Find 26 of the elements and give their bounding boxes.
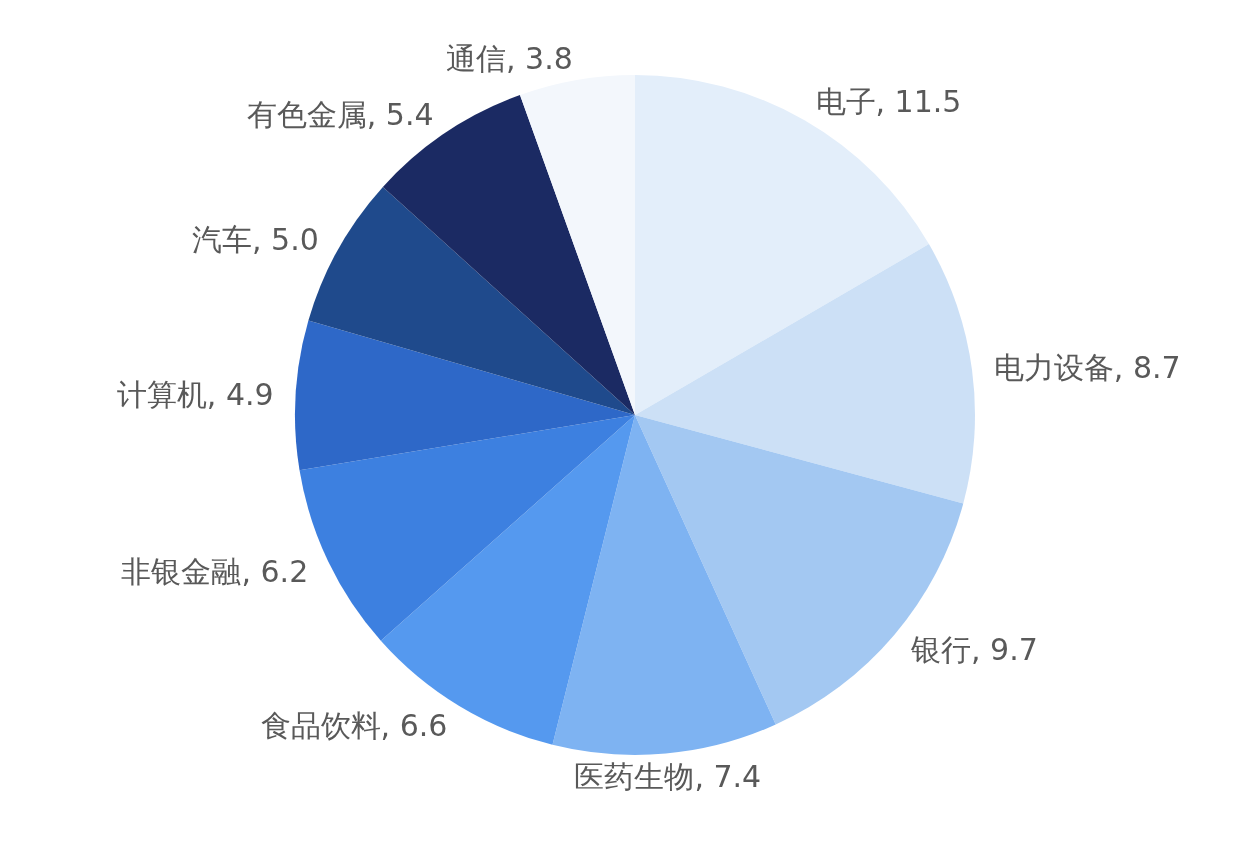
data-label: , 9.7 bbox=[971, 631, 1038, 667]
slice-label: 通信 bbox=[446, 40, 507, 76]
data-label: , 5.4 bbox=[366, 96, 434, 132]
data-label: , 7.4 bbox=[694, 758, 762, 794]
slice-label: 汽车 bbox=[192, 221, 252, 257]
slice-label: 非银金融 bbox=[121, 553, 242, 589]
data-label: , 6.2 bbox=[241, 553, 309, 589]
slice-label: 医药生物 bbox=[574, 758, 695, 794]
slice-label: 电力设备 bbox=[993, 349, 1114, 385]
data-label: , 3.8 bbox=[506, 40, 573, 76]
pie-slice bbox=[635, 244, 975, 504]
slice-label: 有色金属 bbox=[246, 96, 367, 132]
pie-slice bbox=[382, 95, 635, 415]
pie-slice bbox=[520, 75, 635, 415]
slice-label: 食品饮料 bbox=[260, 707, 381, 743]
data-label: , 8.7 bbox=[1113, 349, 1181, 385]
slice-label: 银行 bbox=[910, 631, 972, 667]
pie-slice bbox=[295, 320, 635, 471]
slice-label: 计算机 bbox=[116, 376, 207, 412]
pie-slice bbox=[552, 415, 776, 755]
data-label: , 6.6 bbox=[380, 707, 448, 743]
slice-label: 电子 bbox=[815, 83, 876, 119]
data-label: , 4.9 bbox=[206, 376, 274, 412]
data-label: , 11.5 bbox=[875, 83, 962, 119]
data-label: , 5.0 bbox=[252, 221, 319, 257]
pie-slice bbox=[380, 415, 635, 745]
